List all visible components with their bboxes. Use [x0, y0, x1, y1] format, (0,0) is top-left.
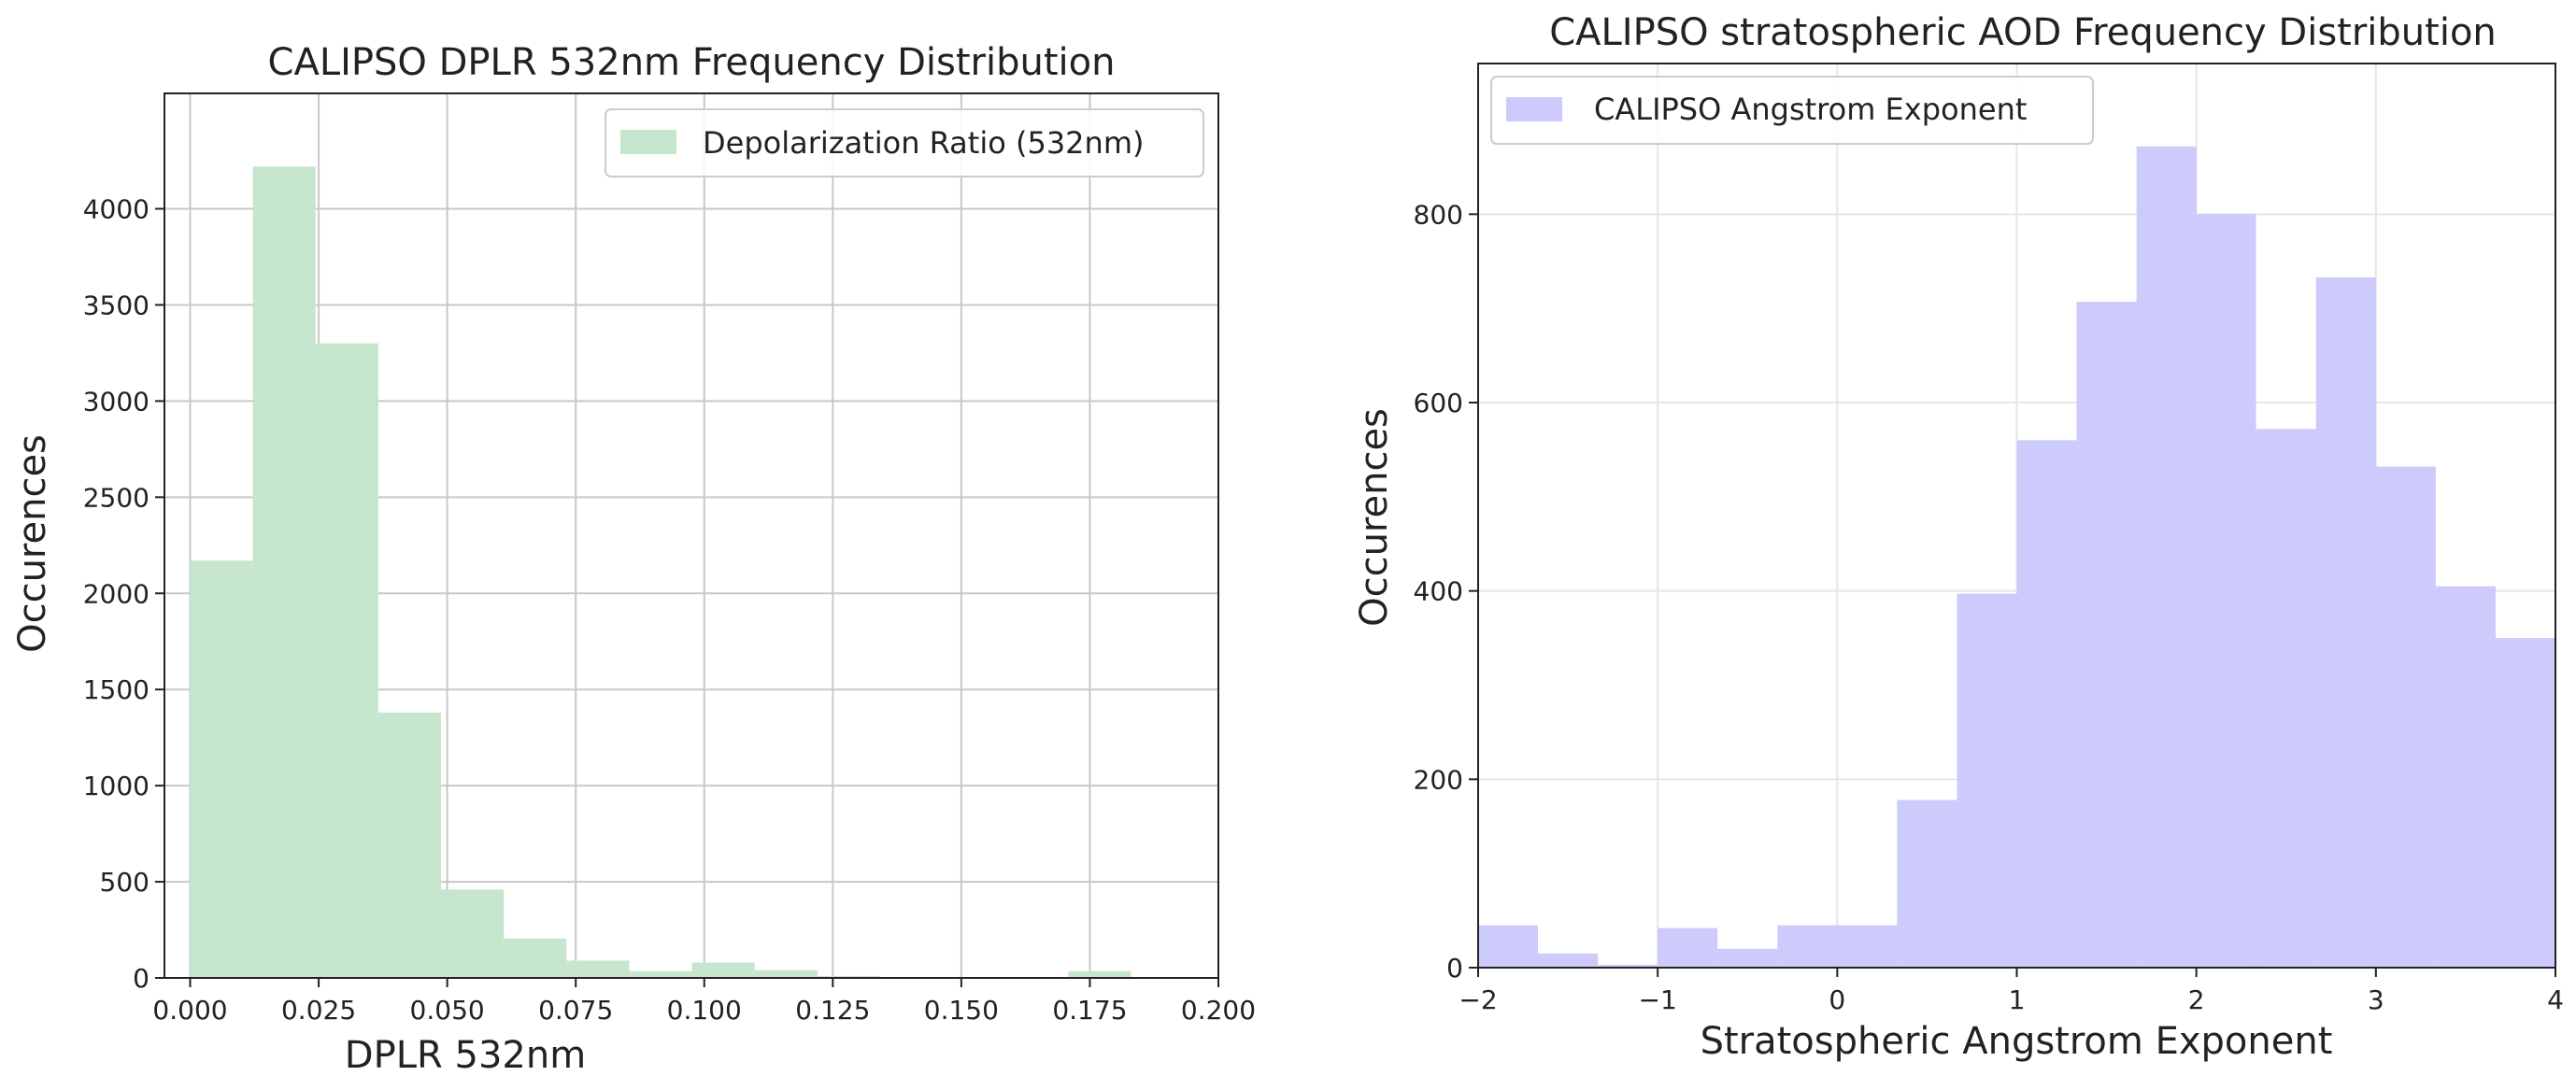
- plot-frame: [164, 92, 1219, 979]
- histogram-bar: [315, 343, 378, 978]
- x-tick-label: 2: [2188, 984, 2205, 1015]
- x-tick-label: 0.175: [1052, 995, 1127, 1026]
- x-tick-label: 4: [2547, 984, 2564, 1015]
- y-tick-label: 400: [1414, 576, 1463, 607]
- legend-swatch: [1506, 97, 1562, 121]
- x-tick-label: 0.050: [410, 995, 485, 1026]
- histogram-bar: [2315, 276, 2376, 968]
- y-tick-label: 800: [1414, 199, 1463, 230]
- histogram-bar: [691, 962, 755, 978]
- y-ticks: 0 500 1000 1500 2000 2500 3000 3500 4000: [83, 194, 164, 994]
- histogram-bar: [1537, 953, 1599, 968]
- histogram-bar: [2375, 466, 2436, 969]
- y-tick-label: 1500: [83, 674, 149, 705]
- histogram-bar: [377, 712, 442, 978]
- y-axis-label: Occurences: [11, 434, 54, 653]
- y-tick-label: 0: [1446, 953, 1463, 984]
- histogram-bar: [441, 889, 505, 978]
- histogram-bar: [1897, 800, 1957, 968]
- legend-frame: [605, 108, 1204, 177]
- x-axis-label: DPLR 532nm: [345, 1034, 586, 1077]
- x-tick-label: 1: [2009, 984, 2026, 1015]
- legend-swatch: [620, 130, 676, 154]
- y-tick-label: 500: [100, 867, 149, 898]
- histogram-bar: [2435, 586, 2497, 968]
- y-ticks: 0 200 400 600 800: [1414, 199, 1478, 984]
- legend: Depolarization Ratio (532nm): [605, 108, 1204, 177]
- chart-dplr-histogram: CALIPSO DPLR 532nm Frequency Distributio…: [11, 41, 1256, 1077]
- histogram-bar: [1478, 925, 1538, 968]
- histogram-bar: [504, 938, 567, 978]
- histogram-bar: [252, 166, 316, 978]
- y-tick-label: 1000: [83, 771, 149, 801]
- y-tick-label: 3500: [83, 290, 149, 320]
- histogram-bar: [1837, 925, 1898, 968]
- x-axis-label: Stratospheric Angstrom Exponent: [1701, 1020, 2333, 1063]
- chart-title: CALIPSO DPLR 532nm Frequency Distributio…: [268, 41, 1116, 84]
- histogram-bar: [629, 970, 692, 978]
- x-tick-label: −1: [1639, 984, 1677, 1015]
- legend-entry: Depolarization Ratio (532nm): [703, 125, 1144, 161]
- y-tick-label: 0: [133, 963, 149, 994]
- histogram-bar: [1957, 593, 2017, 968]
- legend-frame: [1490, 76, 2094, 145]
- x-tick-label: 3: [2368, 984, 2384, 1015]
- x-tick-label: 0.200: [1181, 995, 1256, 1026]
- legend-entry: CALIPSO Angstrom Exponent: [1594, 92, 2027, 127]
- chart-title: CALIPSO stratospheric AOD Frequency Dist…: [1549, 11, 2497, 54]
- x-ticks: 0.000 0.025 0.050 0.075 0.100 0.125 0.150 0.175…: [152, 978, 1256, 1026]
- bars: [190, 166, 1131, 978]
- y-tick-label: 2000: [83, 578, 149, 609]
- x-tick-label: 0.100: [667, 995, 742, 1026]
- y-axis-label: Occurences: [1353, 408, 1396, 627]
- histogram-bar: [817, 975, 880, 978]
- histogram-bar: [2496, 638, 2555, 968]
- x-tick-label: 0.000: [152, 995, 227, 1026]
- bars: [1478, 146, 2555, 969]
- histogram-bar: [2256, 429, 2316, 968]
- x-tick-label: 0: [1829, 984, 1845, 1015]
- histogram-bar: [1598, 964, 1658, 968]
- x-tick-label: 0.075: [538, 995, 613, 1026]
- histogram-bar: [190, 560, 253, 978]
- x-tick-label: 0.025: [281, 995, 356, 1026]
- histogram-bar: [2076, 302, 2137, 968]
- y-tick-label: 2500: [83, 482, 149, 513]
- y-tick-label: 600: [1414, 388, 1463, 418]
- histogram-bar: [1777, 925, 1838, 968]
- histogram-bar: [1658, 927, 1718, 968]
- histogram-bar: [566, 960, 630, 978]
- y-tick-label: 200: [1414, 764, 1463, 795]
- y-tick-label: 3000: [83, 386, 149, 417]
- x-tick-label: 0.150: [924, 995, 999, 1026]
- x-ticks: −2 −1 0 1 2 3 4: [1459, 968, 2564, 1015]
- x-tick-label: 0.125: [795, 995, 870, 1026]
- histogram-bar: [2196, 214, 2256, 969]
- histogram-bar: [754, 970, 818, 978]
- legend: CALIPSO Angstrom Exponent: [1490, 76, 2094, 145]
- histogram-bar: [2136, 146, 2197, 968]
- histogram-bar: [1717, 948, 1778, 968]
- chart-angstrom-histogram: CALIPSO stratospheric AOD Frequency Dist…: [1353, 11, 2564, 1063]
- histogram-bar: [1068, 970, 1131, 978]
- y-tick-label: 4000: [83, 194, 149, 225]
- histogram-bar: [2016, 440, 2077, 968]
- x-tick-label: −2: [1459, 984, 1497, 1015]
